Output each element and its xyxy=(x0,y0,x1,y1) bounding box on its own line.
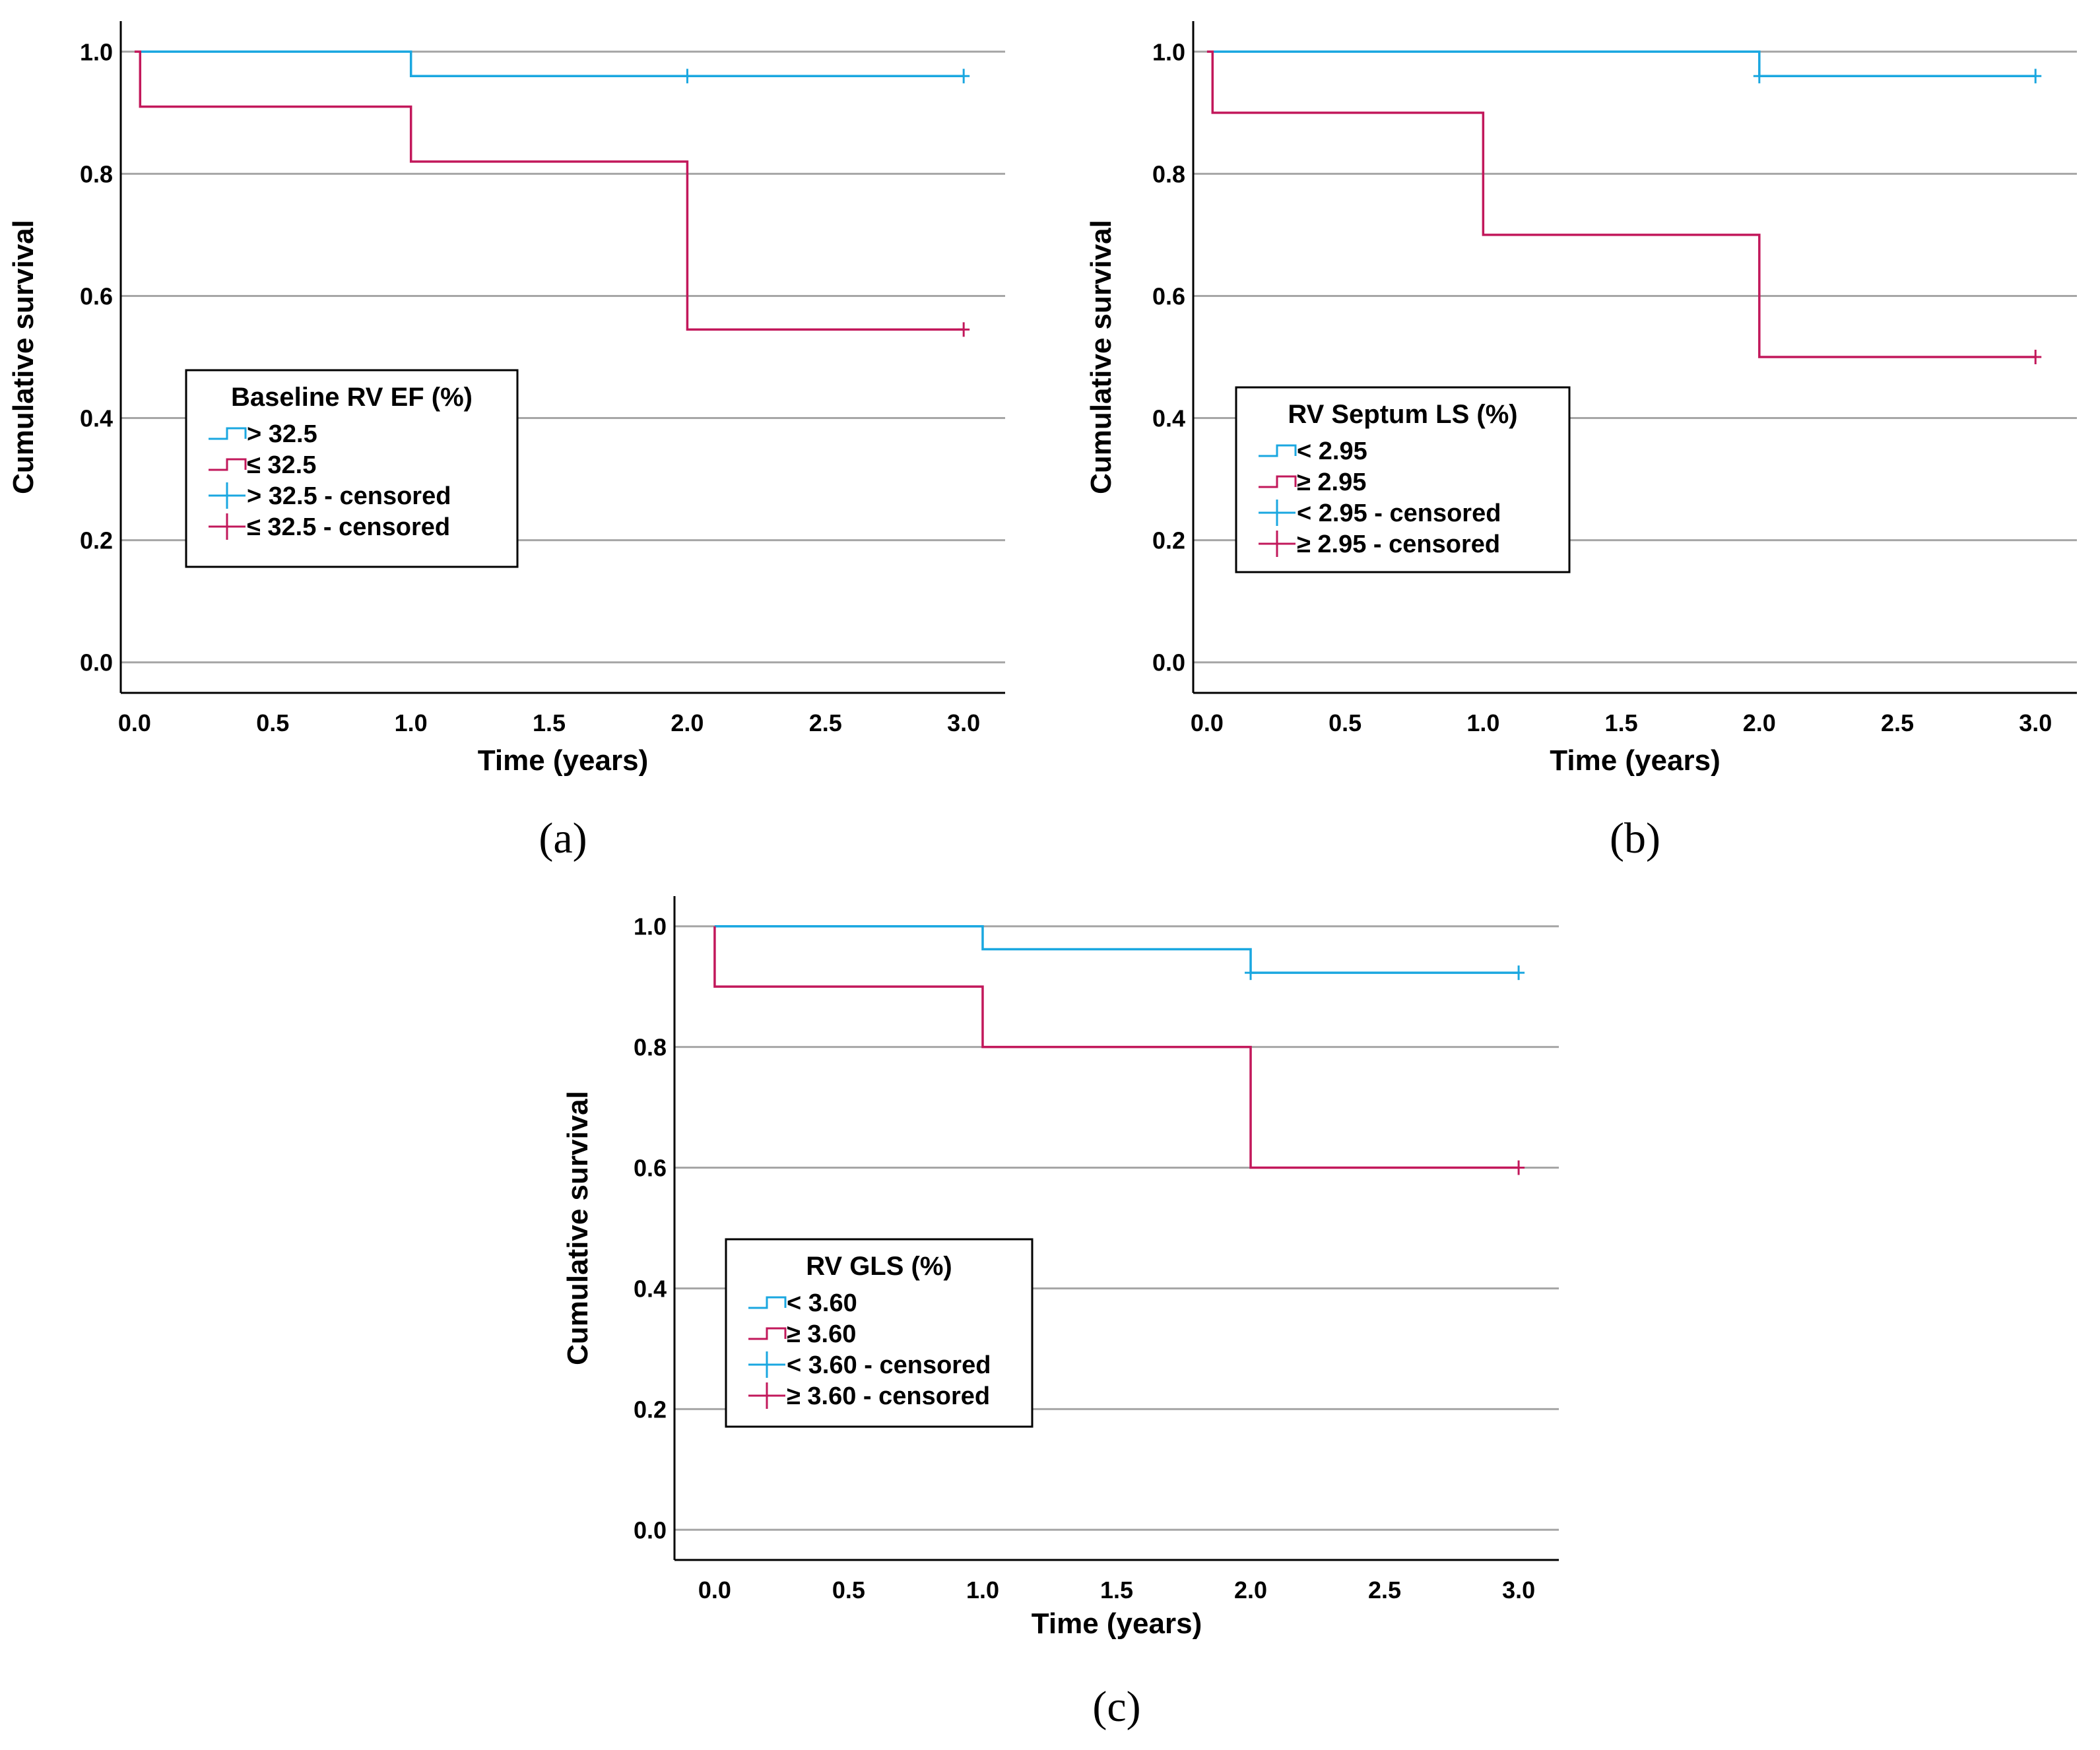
legend-step-icon xyxy=(1259,475,1297,488)
y-axis-title: Cumulative survival xyxy=(562,1091,594,1365)
y-tick-label: 0.0 xyxy=(80,649,113,676)
legend: RV Septum LS (%) < 2.95 ≥ 2.95 < 2.95 - cen… xyxy=(1235,386,1571,573)
x-tick-label: 0.0 xyxy=(698,1576,731,1604)
y-tick-label: 0.6 xyxy=(80,282,113,309)
x-tick-label: 1.5 xyxy=(1100,1576,1133,1604)
legend-title: RV Septum LS (%) xyxy=(1288,400,1517,429)
x-tick-label: 1.0 xyxy=(395,709,428,736)
x-tick-label: 0.5 xyxy=(256,709,289,736)
x-tick-label: 0.0 xyxy=(1191,709,1224,736)
legend-step-icon xyxy=(1259,444,1297,457)
legend-step-icon xyxy=(748,1296,787,1309)
y-tick-label: 1.0 xyxy=(1152,38,1185,65)
y-tick-label: 0.4 xyxy=(634,1275,667,1302)
x-tick-label: 1.0 xyxy=(966,1576,999,1604)
x-tick-label: 0.0 xyxy=(118,709,151,736)
legend-entry: ≥ 2.95 - censored xyxy=(1297,531,1500,558)
x-tick-label: 3.0 xyxy=(2019,709,2052,736)
panel-label: (a) xyxy=(539,814,587,862)
y-tick-label: 0.0 xyxy=(1152,649,1185,676)
y-tick-label: 0.2 xyxy=(634,1396,667,1423)
x-tick-label: 2.5 xyxy=(809,709,842,736)
legend-entry: ≤ 32.5 - censored xyxy=(247,513,450,541)
legend-box xyxy=(1235,386,1571,573)
x-tick-label: 2.0 xyxy=(1743,709,1776,736)
x-tick-label: 0.5 xyxy=(832,1576,865,1604)
survival-curve-red xyxy=(713,926,1519,1169)
survival-curve-red xyxy=(1206,50,2036,358)
y-tick-label: 0.0 xyxy=(634,1516,667,1543)
legend-entry: < 2.95 - censored xyxy=(1297,500,1501,527)
survival-curve-blue xyxy=(714,924,1519,974)
survival-curve-blue xyxy=(1206,50,2036,78)
legend-entry: > 32.5 xyxy=(247,420,317,448)
x-tick-label: 1.5 xyxy=(1605,709,1638,736)
km-panel-c: 0.0 0.2 0.4 0.6 0.8 1.0 0.0 0.5 1.0 1.5 2.0 2.5 3.0 T… xyxy=(562,896,1559,1731)
legend: RV GLS (%) < 3.60 ≥ 3.60 < 3.60 - censored ≥… xyxy=(725,1238,1034,1428)
x-tick-label: 3.0 xyxy=(947,709,980,736)
panel-label: (b) xyxy=(1610,814,1660,862)
y-tick-label: 0.6 xyxy=(634,1155,667,1182)
y-tick-label: 0.4 xyxy=(1152,405,1185,432)
y-tick-label: 0.8 xyxy=(634,1034,667,1061)
x-tick-label: 1.0 xyxy=(1466,709,1499,736)
legend-entry: < 3.60 - censored xyxy=(787,1351,991,1379)
legend: Baseline RV EF (%) > 32.5 ≤ 32.5 > 32.5 - c… xyxy=(185,369,519,568)
x-axis-title: Time (years) xyxy=(1550,744,1720,777)
survival-curve-red xyxy=(134,50,964,331)
y-tick-label: 0.8 xyxy=(1152,160,1185,187)
legend-title: Baseline RV EF (%) xyxy=(231,383,473,412)
survival-curve-blue xyxy=(134,50,964,78)
y-tick-label: 1.0 xyxy=(634,913,667,940)
y-tick-label: 1.0 xyxy=(80,38,113,65)
legend-entry: < 3.60 xyxy=(787,1289,857,1317)
x-axis-title: Time (years) xyxy=(478,744,648,777)
km-panel-b: 0.0 0.2 0.4 0.6 0.8 1.0 0.0 0.5 1.0 1.5 2.0 2.5 3.0 T… xyxy=(1085,21,2077,862)
x-tick-label: 2.5 xyxy=(1881,709,1914,736)
y-tick-label: 0.2 xyxy=(80,527,113,554)
y-axis-title: Cumulative survival xyxy=(1085,220,1117,494)
y-tick-label: 0.2 xyxy=(1152,527,1185,554)
km-panel-a: 0.0 0.2 0.4 0.6 0.8 1.0 0.0 0.5 1.0 1.5 2.0 2.5 3.0 T… xyxy=(7,21,1005,862)
legend-entry: ≥ 2.95 xyxy=(1297,469,1366,496)
panel-label: (c) xyxy=(1092,1683,1140,1731)
x-tick-label: 2.5 xyxy=(1368,1576,1401,1604)
x-tick-label: 2.0 xyxy=(671,709,704,736)
legend-entry: > 32.5 - censored xyxy=(247,482,451,510)
x-tick-label: 1.5 xyxy=(533,709,566,736)
legend-step-icon xyxy=(209,427,247,440)
x-axis-title: Time (years) xyxy=(1032,1607,1202,1640)
legend-entry: < 2.95 xyxy=(1297,438,1367,465)
x-tick-label: 0.5 xyxy=(1329,709,1362,736)
y-tick-label: 0.4 xyxy=(80,405,113,432)
x-tick-label: 2.0 xyxy=(1234,1576,1267,1604)
legend-entry: ≥ 3.60 xyxy=(787,1320,856,1348)
legend-box xyxy=(185,369,519,568)
y-tick-label: 0.6 xyxy=(1152,282,1185,309)
legend-entry: ≤ 32.5 xyxy=(247,451,316,479)
y-tick-label: 0.8 xyxy=(80,160,113,187)
legend-step-icon xyxy=(748,1327,787,1340)
y-axis-title: Cumulative survival xyxy=(7,220,40,494)
x-tick-label: 3.0 xyxy=(1502,1576,1535,1604)
legend-step-icon xyxy=(209,458,247,471)
legend-entry: ≥ 3.60 - censored xyxy=(787,1382,990,1410)
legend-title: RV GLS (%) xyxy=(806,1252,952,1281)
